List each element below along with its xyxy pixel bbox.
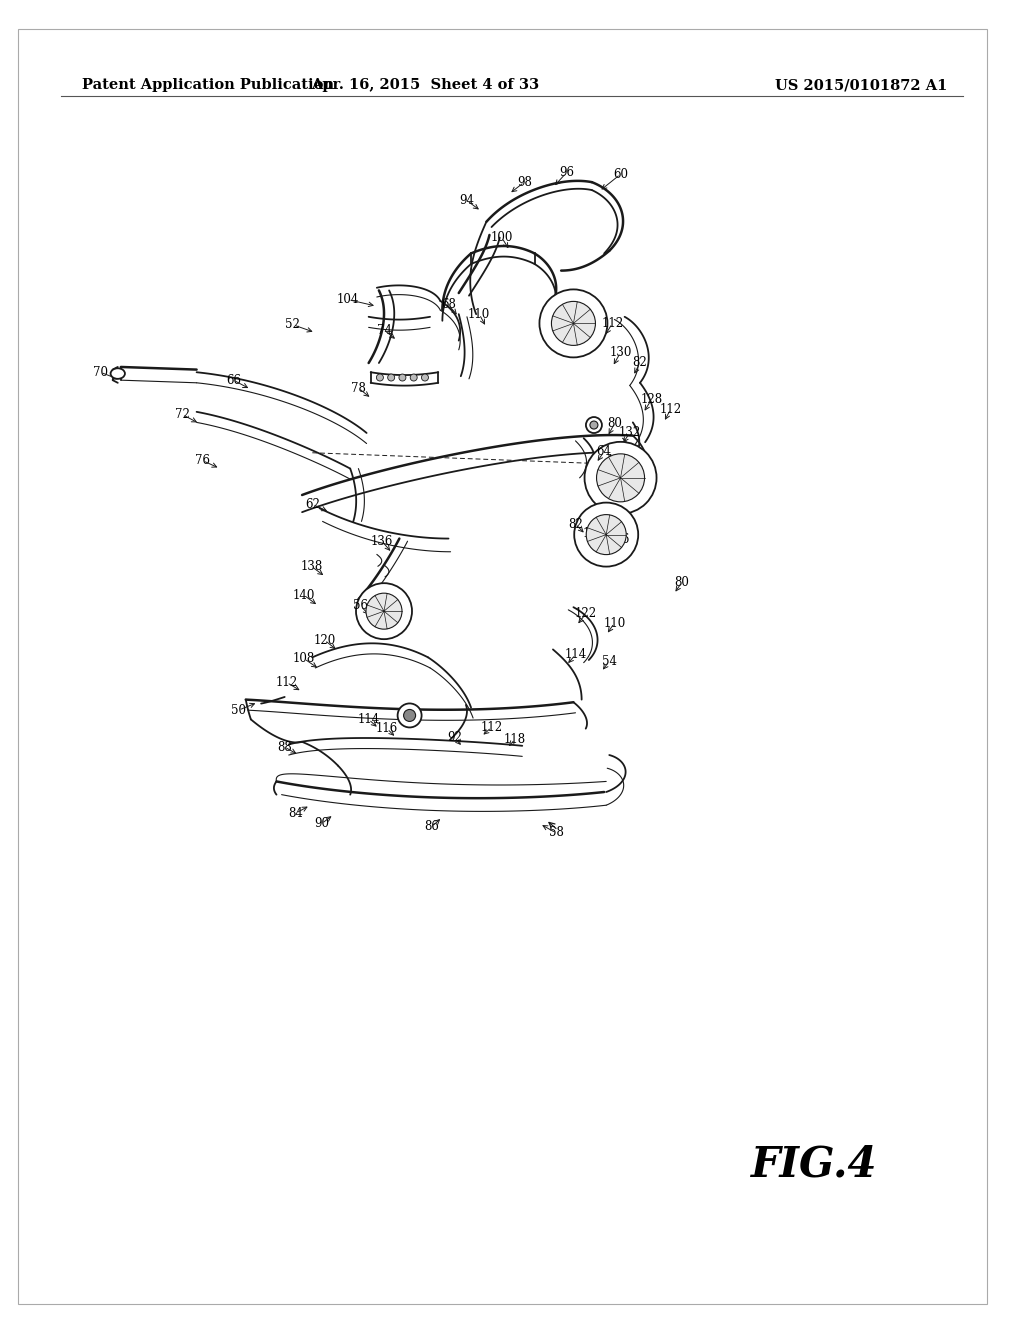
Text: 112: 112	[601, 317, 624, 330]
Text: 74: 74	[377, 323, 391, 337]
Circle shape	[540, 289, 607, 358]
Text: 110: 110	[603, 616, 626, 630]
Text: 70: 70	[93, 366, 108, 379]
Text: 94: 94	[460, 194, 474, 207]
Text: 56: 56	[353, 599, 368, 612]
Text: Apr. 16, 2015  Sheet 4 of 33: Apr. 16, 2015 Sheet 4 of 33	[311, 78, 539, 92]
Text: 68: 68	[441, 298, 456, 312]
Text: 124: 124	[583, 527, 605, 540]
Text: 136: 136	[371, 535, 393, 548]
Text: 128: 128	[640, 393, 663, 407]
Text: 78: 78	[351, 381, 366, 395]
Text: 116: 116	[376, 722, 398, 735]
Text: 108: 108	[293, 652, 315, 665]
Circle shape	[377, 374, 383, 381]
Text: 52: 52	[286, 318, 300, 331]
Text: 102: 102	[567, 308, 590, 321]
Text: 66: 66	[226, 374, 241, 387]
Text: 106: 106	[607, 533, 630, 546]
Text: 76: 76	[196, 454, 210, 467]
Circle shape	[597, 454, 644, 502]
Circle shape	[552, 301, 595, 346]
Text: 112: 112	[480, 721, 503, 734]
Text: 72: 72	[175, 408, 189, 421]
Text: 114: 114	[357, 713, 380, 726]
Circle shape	[403, 709, 416, 722]
Text: 96: 96	[559, 166, 573, 180]
Circle shape	[585, 442, 656, 513]
Circle shape	[356, 583, 412, 639]
Text: 132: 132	[618, 426, 641, 440]
Circle shape	[366, 593, 402, 630]
Text: 114: 114	[564, 648, 587, 661]
Circle shape	[422, 374, 428, 381]
Text: 62: 62	[305, 498, 319, 511]
Text: 84: 84	[289, 807, 303, 820]
Text: FIG.4: FIG.4	[751, 1143, 878, 1185]
Text: 54: 54	[602, 655, 616, 668]
Text: 80: 80	[675, 576, 689, 589]
Circle shape	[388, 374, 394, 381]
Text: 50: 50	[231, 704, 246, 717]
Text: 92: 92	[447, 731, 462, 744]
Circle shape	[397, 704, 422, 727]
Text: 112: 112	[659, 403, 682, 416]
Circle shape	[399, 374, 406, 381]
Text: 100: 100	[490, 231, 513, 244]
Text: 60: 60	[613, 168, 628, 181]
Circle shape	[411, 374, 417, 381]
Circle shape	[574, 503, 638, 566]
Text: 82: 82	[568, 517, 583, 531]
Text: 120: 120	[313, 634, 336, 647]
Circle shape	[586, 515, 627, 554]
Text: 112: 112	[275, 676, 298, 689]
Text: 138: 138	[300, 560, 323, 573]
Text: 88: 88	[278, 741, 292, 754]
Text: 130: 130	[609, 346, 632, 359]
Text: 110: 110	[468, 308, 490, 321]
Text: 64: 64	[597, 445, 611, 458]
Text: 86: 86	[425, 820, 439, 833]
Text: 122: 122	[574, 607, 597, 620]
Ellipse shape	[111, 368, 125, 379]
Text: 110: 110	[606, 454, 629, 467]
Text: 80: 80	[607, 417, 622, 430]
Text: 82: 82	[633, 356, 647, 370]
Text: US 2015/0101872 A1: US 2015/0101872 A1	[775, 78, 947, 92]
Text: 118: 118	[504, 733, 526, 746]
Text: 140: 140	[293, 589, 315, 602]
Circle shape	[590, 421, 598, 429]
Text: 104: 104	[337, 293, 359, 306]
Text: 90: 90	[314, 817, 329, 830]
Circle shape	[586, 417, 602, 433]
Text: 58: 58	[549, 826, 563, 840]
Text: Patent Application Publication: Patent Application Publication	[82, 78, 334, 92]
Text: 98: 98	[517, 176, 531, 189]
